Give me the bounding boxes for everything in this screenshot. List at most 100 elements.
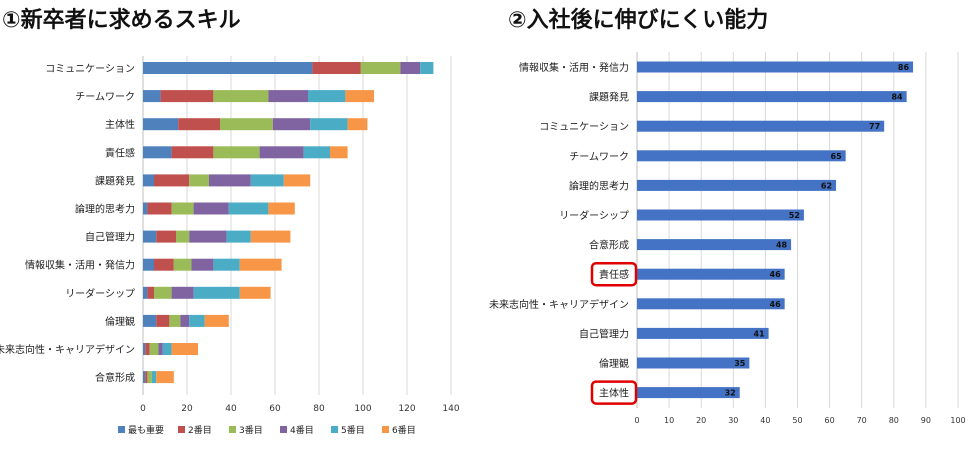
left-bar-segment [204,314,229,327]
left-bar-segment [154,174,190,187]
left-bar-segment [143,314,157,327]
left-x-tick-label: 60 [269,404,281,414]
right-chart-title: ②入社後に伸びにくい能力 [508,8,769,33]
right-bar-value-label: 46 [770,300,782,309]
left-category-label: 論理的思考力 [75,203,135,216]
left-category-label: 未来志向性・キャリアデザイン [0,343,135,356]
left-bar-segment [154,286,172,299]
left-category-label: チームワーク [75,91,135,103]
left-legend-label: 2番目 [188,424,212,436]
left-chart-title: ①新卒者に求めるスキル [2,8,241,33]
left-category-label: 主体性 [105,118,135,131]
left-bar-segment [145,371,148,384]
left-bar-segment [158,343,163,355]
right-bar-value-label: 41 [753,329,765,338]
right-bar-value-label: 65 [831,152,843,161]
right-bar [637,357,750,369]
right-bar-value-label: 86 [898,63,910,72]
right-bar-value-label: 77 [869,122,880,131]
left-bar-segment [147,202,172,215]
left-bar-segment [143,90,161,103]
left-category-label: 自己管理力 [85,231,135,244]
left-legend-swatch [382,426,389,433]
left-bar-segment [143,174,154,187]
right-bar [637,179,837,191]
right-bar-value-label: 48 [776,241,788,250]
left-bar-segment [360,62,401,74]
right-bar-value-label: 35 [734,359,746,368]
right-x-tick-label: 70 [857,416,867,425]
left-legend-label: 5番目 [341,424,365,436]
left-bar-segment [156,371,174,384]
left-x-tick-label: 20 [181,404,193,414]
left-legend-swatch [229,426,236,433]
left-bar-segment [193,202,229,215]
left-bar-segment [154,258,174,271]
left-category-label: リーダーシップ [65,287,135,300]
right-category-label: 未来志向性・キャリアデザイン [489,298,629,311]
left-category-label: コミュニケーション [45,63,135,75]
left-legend-label: 3番目 [239,424,263,436]
right-bar [637,91,907,103]
right-bar [637,120,885,132]
left-bar-segment [171,202,194,215]
right-category-label: 論理的思考力 [569,179,629,192]
left-bar-segment [420,62,434,74]
left-bar-segment [191,258,214,271]
left-bar-segment [171,146,214,159]
left-x-tick-label: 80 [313,404,325,414]
right-bar-value-label: 62 [821,181,832,190]
left-bar-segment [259,146,304,159]
right-category-label: チームワーク [569,151,629,163]
left-bar-segment [143,202,148,215]
left-legend-swatch [331,426,338,433]
right-highlight-box [590,261,638,287]
left-bar-segment [239,258,282,271]
left-bar-segment [169,314,181,327]
right-x-tick-label: 100 [950,416,965,425]
left-legend-label: 最も重要 [128,424,164,436]
right-x-tick-label: 20 [696,416,706,425]
left-bar-segment [143,343,146,355]
right-bar-value-label: 46 [770,270,782,279]
left-bar-segment [189,314,205,327]
right-bar [637,387,740,399]
left-bar-segment [250,230,291,243]
left-bar-segment [173,258,192,271]
right-category-label: 倫理観 [599,357,629,370]
left-bar-segment [303,146,330,159]
left-bar-segment [156,230,176,243]
left-bar-segment [213,258,240,271]
left-bar-segment [160,90,214,103]
left-legend-label: 6番目 [392,424,416,436]
left-bar-segment [239,286,271,299]
left-bar-segment [178,118,220,131]
left-bar-segment [330,146,348,159]
right-bar [637,61,914,73]
left-bar-segment [400,62,421,74]
left-category-label: 責任感 [105,146,135,159]
left-bar-segment [171,286,194,299]
left-bar-segment [312,62,361,74]
left-bar-segment [149,343,159,355]
left-bar-segment [143,62,313,74]
right-bar-value-label: 52 [789,211,800,220]
left-legend-swatch [178,426,185,433]
right-bar [637,268,785,280]
left-bar-segment [143,230,157,243]
left-bar-segment [143,286,148,299]
left-bar-segment [156,314,170,327]
right-bar [637,327,769,339]
left-bar-segment [272,118,311,131]
right-bar [637,209,804,221]
left-bar-segment [143,146,172,159]
right-category-label: 情報収集・活用・発信力 [519,61,629,74]
left-bar-segment [310,118,348,131]
left-x-tick-label: 100 [354,404,371,414]
left-x-tick-label: 120 [398,404,415,414]
left-category-label: 情報収集・活用・発信力 [25,259,135,272]
left-bar-segment [176,230,190,243]
left-bar-segment [193,286,240,299]
left-bar-segment [209,174,251,187]
